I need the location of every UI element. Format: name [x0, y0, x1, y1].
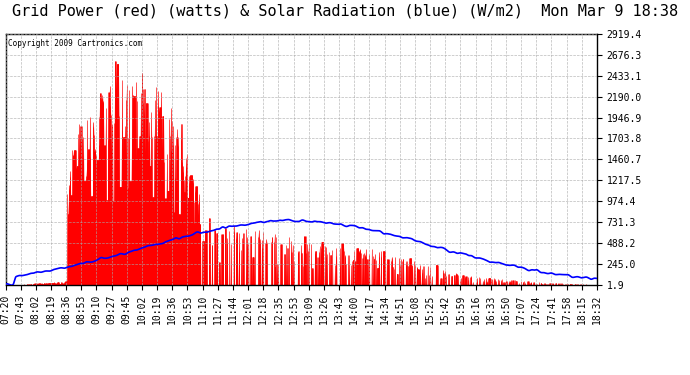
Text: Copyright 2009 Cartronics.com: Copyright 2009 Cartronics.com	[8, 39, 143, 48]
Text: Grid Power (red) (watts) & Solar Radiation (blue) (W/m2)  Mon Mar 9 18:38: Grid Power (red) (watts) & Solar Radiati…	[12, 4, 678, 19]
